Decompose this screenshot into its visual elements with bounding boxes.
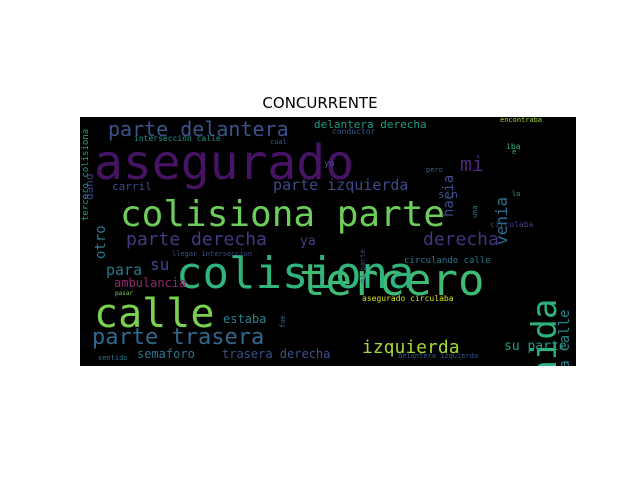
word-cloud-term: pero xyxy=(426,166,443,174)
word-cloud-term: trasera derecha xyxy=(222,347,331,361)
word-cloud-term: una xyxy=(471,205,479,218)
word-cloud-term: izquierda xyxy=(362,337,460,358)
word-cloud-term: llegar interseccion xyxy=(172,250,253,258)
word-cloud-term: yo xyxy=(324,159,335,169)
word-cloud-term: otro xyxy=(93,225,109,259)
word-cloud-term: circulaba xyxy=(490,220,534,229)
word-cloud-term: circulando calle xyxy=(404,256,491,266)
word-cloud-term: conductor xyxy=(332,127,376,136)
word-cloud-term: parte izquierda xyxy=(273,176,409,194)
word-cloud-term: colisiona parte xyxy=(120,194,446,235)
word-cloud-term: colisiona xyxy=(176,248,415,299)
word-cloud-term: carril xyxy=(112,180,152,193)
word-cloud-term: su parte xyxy=(504,339,567,354)
word-cloud-term: encontraba xyxy=(500,117,543,124)
word-cloud-term: mi xyxy=(460,152,485,176)
word-cloud-term: fue xyxy=(279,315,287,328)
word-cloud-term: parte derecha xyxy=(126,229,267,250)
word-cloud-term: asegurado xyxy=(94,135,355,191)
word-cloud-term: tercero colisiona xyxy=(81,128,91,221)
word-cloud-term: su xyxy=(150,255,170,274)
word-cloud-term: delantera izquierda xyxy=(398,352,479,360)
word-cloud-term: cual xyxy=(270,138,287,146)
word-cloud-term: sentido xyxy=(98,354,128,362)
word-cloud-term: derecha xyxy=(423,229,499,250)
word-cloud-term: delantera derecha xyxy=(314,118,427,131)
word-cloud-term: sin xyxy=(438,188,458,201)
word-cloud-term: circulaba calle xyxy=(557,310,573,366)
word-cloud-term: calle xyxy=(94,291,215,337)
word-cloud-term: e xyxy=(512,148,517,156)
figure-title: CONCURRENTE xyxy=(262,94,378,112)
word-cloud-term: semaforo xyxy=(137,347,195,361)
word-cloud-term: lo xyxy=(512,190,521,198)
word-cloud-term: ambulancia xyxy=(114,276,187,290)
word-cloud-term: iba xyxy=(506,142,521,151)
word-cloud-term: para xyxy=(106,261,143,279)
word-cloud-term: mi parte xyxy=(359,249,367,283)
word-cloud-term: parte trasera xyxy=(92,325,265,350)
word-cloud-term: interseccion calle xyxy=(134,134,221,143)
word-cloud-term: parte delantera xyxy=(108,117,289,141)
word-cloud: asegurado tercero colisiona colisiona pa… xyxy=(80,117,576,366)
word-cloud-term: ya xyxy=(300,234,316,249)
word-cloud-term: estaba xyxy=(223,312,267,326)
word-cloud-term: tercero xyxy=(299,255,485,306)
word-cloud-term: asegurado circulaba xyxy=(362,294,454,303)
word-cloud-term: pasar xyxy=(115,290,134,297)
